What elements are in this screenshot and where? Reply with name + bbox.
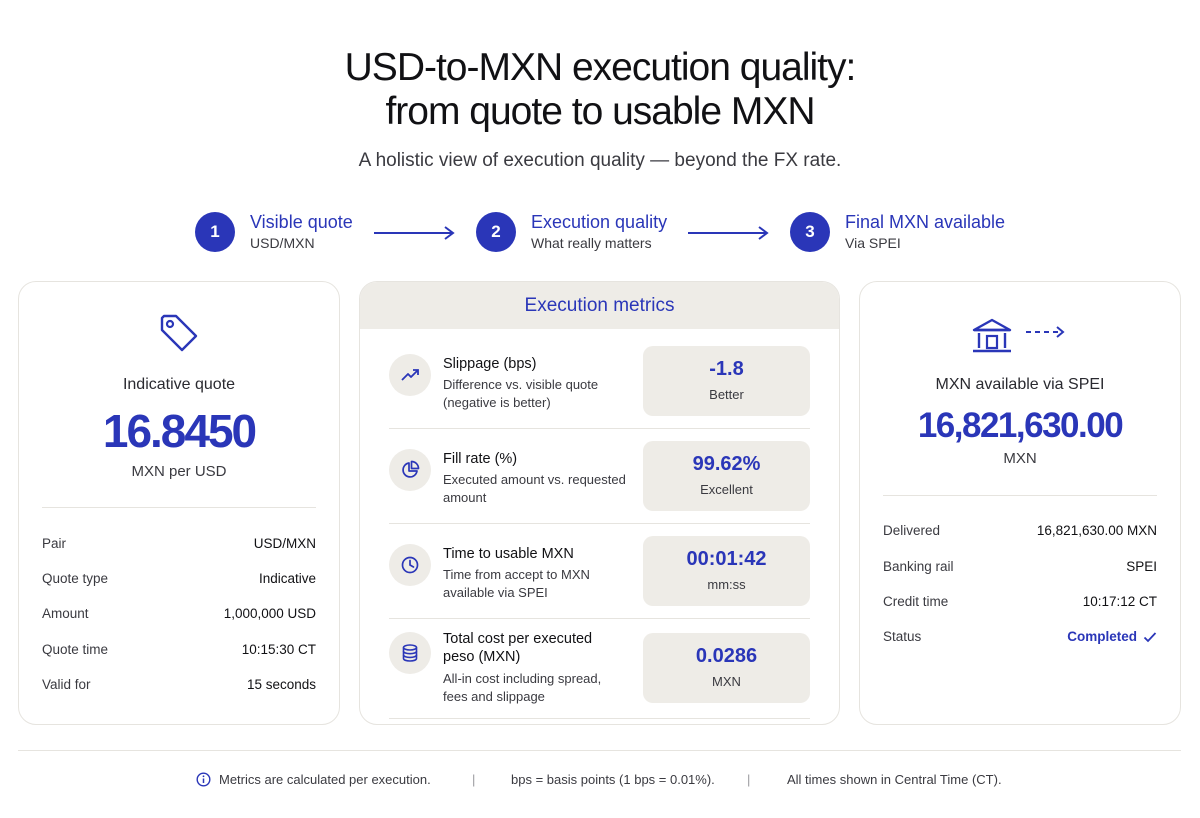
process-steps: 1 Visible quote USD/MXN 2 Execution qual… — [0, 212, 1200, 256]
divider — [389, 523, 810, 524]
divider — [883, 495, 1157, 496]
step-title: Visible quote — [250, 212, 353, 232]
mxn-available-card: MXN available via SPEI 16,821,630.00 MXN… — [859, 281, 1181, 725]
detail-row-banking-rail: Banking rail SPEI — [883, 559, 1157, 574]
detail-row-valid-for: Valid for 15 seconds — [42, 677, 316, 692]
metric-note: Excellent — [700, 482, 753, 497]
metric-value: 0.0286 — [695, 645, 758, 667]
metric-value-box: -1.8 Better — [643, 346, 810, 416]
step-subtitle: Via SPEI — [845, 235, 901, 251]
step-title: Final MXN available — [845, 212, 1006, 232]
metric-title: Total cost per executed peso (MXN) — [443, 631, 593, 665]
indicative-quote-card: Indicative quote 16.8450 MXN per USD Pai… — [18, 281, 340, 725]
detail-row-delivered: Delivered 16,821,630.00 MXN — [883, 523, 1157, 538]
metric-description: Difference vs. visible quote (negative i… — [443, 377, 599, 410]
step-title: Execution quality — [531, 212, 668, 232]
title-line-1: USD-to-MXN execution quality: — [344, 46, 857, 89]
metric-description: All-in cost including spread, fees and s… — [443, 671, 602, 704]
card-label: MXN available via SPEI — [935, 376, 1105, 393]
quote-rate-unit: MXN per USD — [131, 463, 227, 480]
step-execution-quality: 2 Execution quality What really matters — [476, 212, 667, 252]
checkmark-icon — [1143, 631, 1157, 642]
mxn-available-unit: MXN — [1003, 450, 1037, 467]
mxn-available-value: 16,821,630.00 — [917, 406, 1124, 445]
metric-value: 99.62% — [692, 453, 761, 475]
arrow-right-icon — [374, 226, 455, 240]
footer-separator: | — [747, 772, 751, 787]
price-tag-icon — [160, 314, 198, 352]
detail-row-amount: Amount 1,000,000 USD — [42, 606, 316, 621]
divider — [389, 428, 810, 429]
title-line-2: from quote to usable MXN — [385, 90, 815, 133]
step-number: 2 — [476, 212, 516, 252]
metric-note: MXN — [712, 674, 741, 689]
metric-title: Fill rate (%) — [443, 451, 518, 467]
metric-description: Time from accept to MXN available via SP… — [443, 567, 590, 600]
card-label: Indicative quote — [122, 376, 236, 393]
detail-row-pair: Pair USD/MXN — [42, 536, 316, 551]
metric-title: Time to usable MXN — [443, 546, 574, 562]
metric-value-box: 00:01:42 mm:ss — [643, 536, 810, 606]
detail-row-quote-time: Quote time 10:15:30 CT — [42, 642, 316, 657]
divider — [42, 507, 316, 508]
footer-note-times: All times shown in Central Time (CT). — [787, 772, 1002, 787]
divider — [389, 618, 810, 619]
pie-chart-icon — [402, 460, 420, 478]
detail-row-quote-type: Quote type Indicative — [42, 571, 316, 586]
metric-title: Slippage (bps) — [443, 356, 537, 372]
metric-description: Executed amount vs. requested amount — [443, 472, 626, 505]
execution-metrics-card: Execution metrics Slippage (bps) Differe… — [359, 281, 840, 725]
footer-separator: | — [472, 772, 476, 787]
metric-value: -1.8 — [709, 358, 744, 380]
step-number: 1 — [195, 212, 235, 252]
step-subtitle: What really matters — [531, 235, 652, 251]
coins-icon — [402, 644, 418, 662]
divider — [389, 718, 810, 719]
detail-row-status: Status Completed — [883, 629, 1157, 644]
metric-value-box: 99.62% Excellent — [643, 441, 810, 511]
arrow-right-icon — [688, 226, 769, 240]
status-badge: Completed — [1067, 629, 1157, 644]
step-final-mxn: 3 Final MXN available Via SPEI — [790, 212, 1005, 252]
metrics-header: Execution metrics — [360, 282, 839, 329]
metric-note: Better — [709, 387, 744, 402]
metric-value: 00:01:42 — [686, 548, 767, 570]
step-number: 3 — [790, 212, 830, 252]
quote-rate-value: 16.8450 — [102, 405, 257, 457]
step-subtitle: USD/MXN — [250, 235, 315, 251]
footer-divider — [18, 750, 1181, 751]
info-icon — [196, 772, 211, 787]
page-title: USD-to-MXN execution quality: from quote… — [0, 46, 1200, 134]
page-subtitle: A holistic view of execution quality — b… — [358, 150, 842, 171]
trend-up-icon — [401, 369, 419, 381]
detail-row-credit-time: Credit time 10:17:12 CT — [883, 594, 1157, 609]
footer-note-bps: bps = basis points (1 bps = 0.01%). — [511, 772, 715, 787]
bank-icon — [972, 318, 1065, 353]
step-visible-quote: 1 Visible quote USD/MXN — [195, 212, 353, 252]
metric-value-box: 0.0286 MXN — [643, 633, 810, 703]
footer-note-metrics: Metrics are calculated per execution. — [219, 772, 431, 787]
metric-note: mm:ss — [707, 577, 746, 592]
clock-icon — [401, 556, 419, 574]
